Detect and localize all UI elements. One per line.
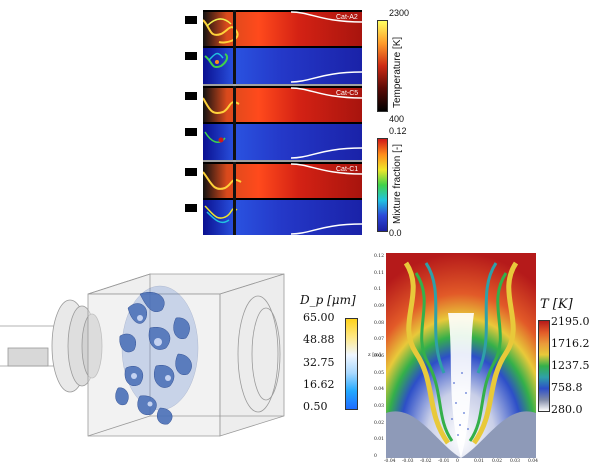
flame-x-tick: -0.03 (402, 459, 414, 464)
particle-tick-3: 16.62 (303, 378, 335, 391)
flame-tick-3: 758.8 (551, 381, 583, 394)
panel-cat-a2 (202, 12, 362, 84)
mixture-colorbar (377, 138, 388, 232)
flame-y-tick: 0.09 (374, 304, 385, 309)
panel-label-cat-a2: Cat-A2 (336, 14, 358, 21)
flame-y-tick: 0.01 (374, 437, 385, 443)
flame-bar-title: T [K] (540, 297, 573, 312)
flame-x-tick: 0.01 (474, 459, 485, 464)
injector-geometry (181, 10, 203, 235)
flame-x-tick: 0.03 (510, 459, 521, 464)
flame-tick-0: 2195.0 (551, 315, 590, 328)
mixture-min-label: 0.0 (389, 228, 402, 238)
temperature-colorbar (377, 20, 388, 112)
temperature-max-label: 2300 (389, 8, 410, 18)
flame-x-tick: -0.02 (420, 459, 432, 464)
flame-y-axis-label: z [m] (368, 352, 381, 358)
flame-y-tick: 0.04 (374, 387, 385, 393)
flame-y-tick: 0.1 (374, 287, 382, 293)
flame-tick-4: 280.0 (551, 403, 583, 416)
flame-y-tick: 0.03 (374, 404, 385, 409)
flame-y-tick: 0.06 (374, 354, 385, 359)
panel-cat-c5 (202, 88, 362, 160)
panel-label-cat-c1: Cat-C1 (336, 166, 359, 173)
flame-x-tick: 0 (456, 459, 459, 464)
flame-y-tick: 0.08 (374, 320, 385, 326)
flame-tick-2: 1237.5 (551, 359, 590, 372)
mixture-max-label: 0.12 (389, 126, 407, 136)
flame-y-tick: 0.05 (374, 370, 385, 376)
mixture-bar-title: Mixture fraction [-] (392, 143, 403, 224)
particle-tick-4: 0.50 (303, 400, 328, 413)
flame-colorbar (538, 320, 550, 412)
particle-tick-0: 65.00 (303, 311, 335, 324)
flame-y-tick: 0.11 (374, 270, 385, 276)
temperature-bar-title: Temperature [K] (392, 36, 403, 108)
flame-x-tick: 0.04 (528, 459, 539, 464)
particle-colorbar (345, 318, 358, 410)
dilution-port-plane (233, 10, 236, 235)
liner-wall (290, 11, 362, 235)
flame-y-tick: 0.12 (374, 254, 385, 259)
flame-x-tick: -0.04 (384, 459, 396, 464)
panel-label-cat-c5: Cat-C5 (336, 90, 359, 97)
spray-highlights (131, 315, 171, 407)
flame-x-tick: -0.01 (438, 459, 450, 464)
flame-y-tick: 0.07 (374, 337, 385, 343)
flame-x-tick: 0.02 (492, 459, 503, 464)
flame-y-tick: 0.02 (374, 420, 385, 426)
spray-3d-rendering (0, 273, 285, 437)
temperature-min-label: 400 (389, 114, 405, 124)
flame-temperature-field (386, 253, 536, 458)
central-spray-jet (448, 313, 474, 458)
flame-tick-1: 1716.2 (551, 337, 590, 350)
combustor-panels (181, 10, 362, 235)
particle-tick-1: 48.88 (303, 333, 335, 346)
particle-tick-2: 32.75 (303, 356, 335, 369)
particle-bar-title: D_p [μm] (300, 293, 356, 307)
flame-y-tick: 0 (374, 454, 377, 459)
panel-cat-c1 (202, 164, 362, 235)
